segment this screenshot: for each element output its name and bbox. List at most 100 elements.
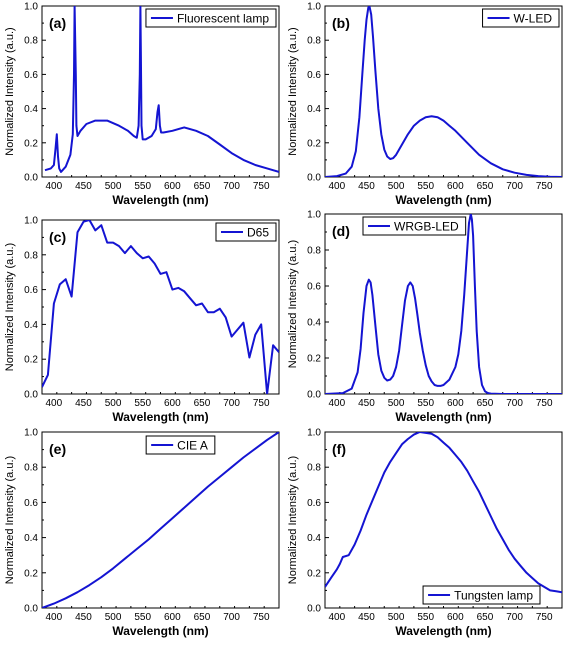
chart-panel-2: 400 450 500 550 600 650 700 750 0.0 0.2 0.4 0.6 0.8 1…	[287, 2, 563, 207]
y-tick-label: 0.0	[307, 173, 321, 184]
y-tick-label: 0.6	[307, 282, 321, 293]
panel-label: (e)	[49, 441, 66, 457]
legend-box	[145, 8, 277, 28]
legend-label: D65	[247, 226, 269, 240]
y-axis-title: Normalized Intensity (a.u.)	[287, 456, 299, 584]
y-tick-label: 0.2	[24, 355, 38, 366]
x-tick-label: 450	[358, 612, 375, 623]
x-axis-title: Wavelength (nm)	[395, 193, 491, 207]
y-tick-label: 1.0	[24, 428, 38, 439]
plot-frame	[41, 219, 280, 395]
y-tick-label: 0.6	[24, 70, 38, 81]
chart-panel-4: 400 450 500 550 600 650 700 750 0.0 0.2 0.4 0.6 0.8 1…	[287, 210, 563, 424]
x-tick-label: 500	[388, 398, 405, 409]
chart-panel-6: 400 450 500 550 600 650 700 750 0.0 0.2 0.4 0.6 0.8 1…	[287, 428, 563, 638]
y-tick-label: 1.0	[307, 210, 321, 221]
x-tick-label: 700	[223, 612, 240, 623]
y-tick-label: 1.0	[307, 2, 321, 13]
y-axis-title: Normalized Intensity (a.u.)	[4, 243, 16, 371]
x-tick-label: 400	[46, 612, 63, 623]
x-tick-label: 450	[75, 398, 92, 409]
x-tick-label: 550	[417, 612, 434, 623]
x-tick-label: 550	[417, 398, 434, 409]
panel-label: (a)	[49, 15, 66, 31]
x-tick-label: 550	[417, 181, 434, 192]
x-tick-label: 700	[223, 398, 240, 409]
x-tick-label: 750	[253, 398, 270, 409]
y-tick-label: 0.0	[307, 390, 321, 401]
x-tick-label: 500	[105, 612, 122, 623]
x-tick-label: 650	[194, 612, 211, 623]
plot-frame	[41, 5, 280, 178]
x-tick-label: 700	[223, 181, 240, 192]
legend-box	[482, 8, 560, 28]
x-tick-label: 700	[506, 612, 523, 623]
x-tick-label: 600	[447, 398, 464, 409]
x-tick-label: 450	[75, 612, 92, 623]
panel-label: (b)	[332, 15, 350, 31]
x-tick-label: 600	[447, 181, 464, 192]
chart-panel-3: 400 450 500 550 600 650 700 750 0.0 0.2 0.4 0.6 0.8 1…	[4, 216, 280, 424]
x-tick-label: 700	[506, 181, 523, 192]
series-line	[42, 220, 279, 394]
y-tick-label: 0.8	[307, 246, 321, 257]
x-tick-label: 450	[358, 398, 375, 409]
y-tick-label: 0.8	[24, 463, 38, 474]
y-axis-title: Normalized Intensity (a.u.)	[4, 27, 16, 155]
x-tick-label: 600	[164, 181, 181, 192]
x-tick-label: 600	[164, 612, 181, 623]
x-tick-label: 750	[536, 181, 553, 192]
panel-label: (c)	[49, 229, 66, 245]
legend-label: Tungsten lamp	[454, 589, 533, 603]
x-tick-label: 700	[506, 398, 523, 409]
legend-box	[422, 585, 541, 605]
y-tick-label: 0.8	[307, 36, 321, 47]
y-tick-label: 0.2	[307, 354, 321, 365]
x-tick-label: 400	[329, 181, 346, 192]
y-tick-label: 0.0	[24, 390, 38, 401]
x-axis-title: Wavelength (nm)	[112, 624, 208, 638]
y-tick-label: 0.0	[24, 604, 38, 615]
y-tick-label: 0.6	[307, 498, 321, 509]
x-tick-label: 550	[134, 398, 151, 409]
panel-label: (d)	[332, 223, 350, 239]
x-tick-label: 400	[46, 398, 63, 409]
y-tick-label: 0.6	[24, 285, 38, 296]
x-tick-label: 750	[536, 612, 553, 623]
y-tick-label: 1.0	[24, 216, 38, 227]
legend-box	[145, 435, 216, 455]
x-tick-label: 400	[46, 181, 63, 192]
x-tick-label: 400	[329, 612, 346, 623]
x-tick-label: 500	[388, 612, 405, 623]
x-tick-label: 600	[164, 398, 181, 409]
y-axis-title: Normalized Intensity (a.u.)	[4, 456, 16, 584]
y-tick-label: 1.0	[24, 2, 38, 13]
chart-panel-5: 400 450 500 550 600 650 700 750 0.0 0.2 0.4 0.6 0.8 1…	[4, 428, 280, 638]
legend-label: Fluorescent lamp	[177, 12, 269, 26]
x-tick-label: 650	[194, 181, 211, 192]
y-axis-title: Normalized Intensity (a.u.)	[287, 27, 299, 155]
x-tick-label: 550	[134, 181, 151, 192]
x-axis-title: Wavelength (nm)	[112, 193, 208, 207]
y-tick-label: 0.4	[24, 320, 38, 331]
y-tick-label: 0.4	[307, 318, 321, 329]
series-line	[325, 214, 562, 394]
plot-frame	[324, 431, 563, 609]
x-tick-label: 500	[105, 181, 122, 192]
y-tick-label: 0.2	[24, 568, 38, 579]
legend-box	[362, 216, 467, 236]
y-tick-label: 0.8	[307, 463, 321, 474]
x-tick-label: 650	[194, 398, 211, 409]
y-tick-label: 0.0	[307, 604, 321, 615]
x-tick-label: 400	[329, 398, 346, 409]
plot-frame	[324, 213, 563, 395]
y-tick-label: 0.8	[24, 36, 38, 47]
x-tick-label: 650	[477, 181, 494, 192]
x-tick-label: 650	[477, 398, 494, 409]
legend-label: W-LED	[514, 12, 553, 26]
y-tick-label: 0.6	[307, 70, 321, 81]
y-tick-label: 0.2	[24, 138, 38, 149]
x-axis-title: Wavelength (nm)	[395, 624, 491, 638]
legend-label: CIE A	[177, 439, 208, 453]
y-tick-label: 0.4	[307, 104, 321, 115]
